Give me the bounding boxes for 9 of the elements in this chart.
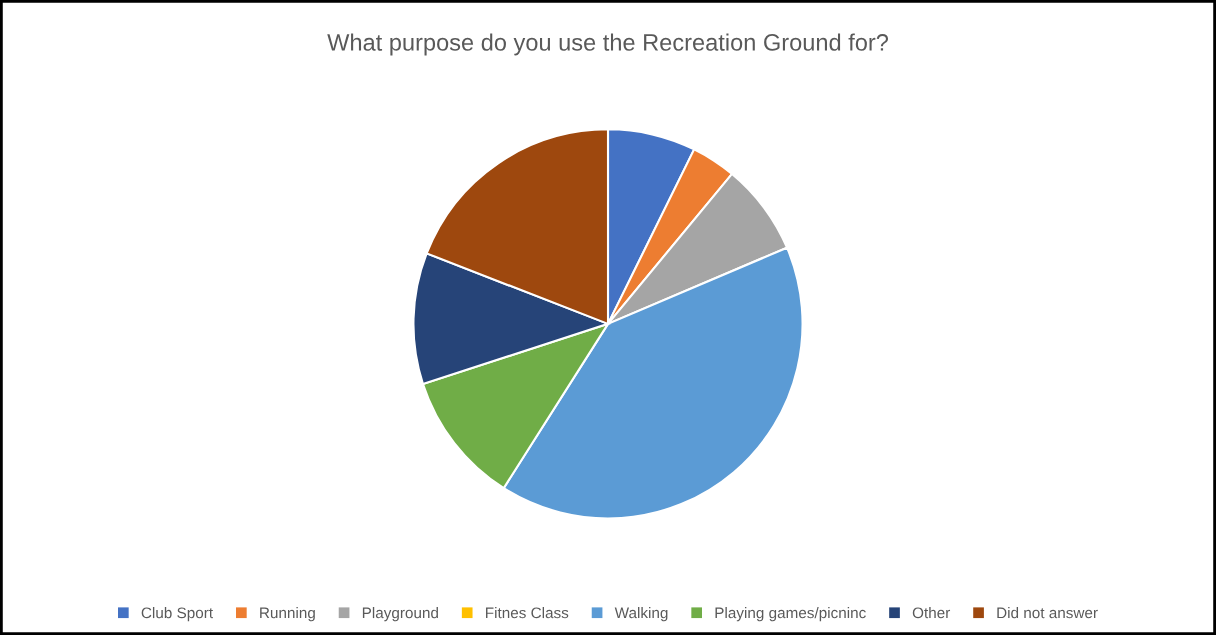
chart-title: What purpose do you use the Recreation Ground for? — [327, 33, 889, 56]
legend-label: Other — [912, 607, 951, 619]
legend-label: Walking — [614, 607, 668, 622]
legend-label: Club Sport — [141, 607, 213, 622]
legend-label: Running — [260, 607, 315, 622]
legend-label: Did not answer — [997, 607, 1098, 619]
legend-label: Playing games/picninc — [715, 607, 866, 622]
legend-label: Fitnes Class — [486, 607, 569, 619]
legend-label: Playground — [362, 607, 438, 622]
